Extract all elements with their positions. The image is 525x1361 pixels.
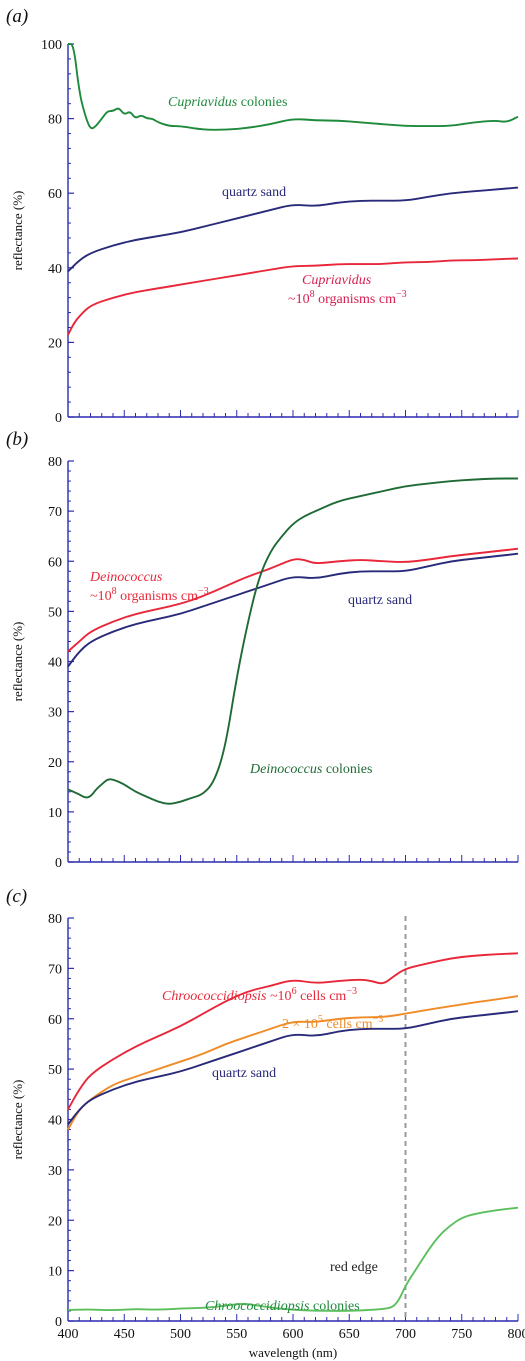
- panel-c-axes: 0 10 20 30 40 50 60 70 80 400 450 500 550 600 650 700 75…: [6, 886, 525, 1360]
- y-tick-label: 60: [48, 187, 62, 202]
- annotation-red-edge: red edge: [330, 1260, 378, 1275]
- conc-sup2: −3: [373, 1014, 384, 1025]
- annotation-quartz-sand: quartz sand: [212, 1066, 276, 1081]
- conc-sup2: −3: [396, 289, 407, 300]
- conc-prefix: ~10: [288, 292, 310, 307]
- y-tick-label: 70: [48, 505, 62, 520]
- x-tick-label: 400: [58, 1327, 79, 1342]
- annotation-italic: Chroococcidiopsis: [162, 989, 267, 1004]
- panel-label: (a): [6, 6, 28, 27]
- x-tick-label: 750: [451, 1327, 472, 1342]
- conc-prefix: ~10: [266, 989, 291, 1004]
- annotation-text: colonies: [237, 95, 287, 110]
- y-tick-label: 20: [48, 336, 62, 351]
- y-tick-label: 10: [48, 1265, 62, 1280]
- annotation-chroococcidiopsis-1e6: Chroococcidiopsis ~106 cells cm−3: [162, 986, 357, 1004]
- y-tick-label: 80: [48, 455, 62, 470]
- series-line-quartz_sand_a: [67, 186, 519, 273]
- panel-label: (c): [6, 886, 27, 907]
- annotation-quartz-sand: quartz sand: [222, 185, 286, 200]
- x-tick-label: 550: [226, 1327, 247, 1342]
- y-tick-label: 40: [48, 656, 62, 671]
- annotation-italic: Chroococcidiopsis: [205, 1299, 310, 1314]
- y-tick-label: 60: [48, 1013, 62, 1028]
- y-tick-label: 100: [41, 38, 62, 53]
- annotation-italic: Cupriavidus: [168, 95, 238, 110]
- y-tick-label: 50: [48, 605, 62, 620]
- conc-sup: 5: [318, 1014, 323, 1025]
- series-line-chroococcidiopsis_1e6: [67, 952, 519, 1110]
- annotation-deinococcus-colonies: Deinococcus colonies: [249, 762, 372, 777]
- conc-sup2: −3: [198, 586, 209, 597]
- annotation-quartz-sand: quartz sand: [348, 593, 412, 608]
- conc-middle: organisms cm: [315, 292, 397, 307]
- y-tick-label: 40: [48, 1114, 62, 1129]
- conc-middle: organisms cm: [117, 589, 199, 604]
- y-tick-label: 20: [48, 756, 62, 771]
- x-tick-label: 600: [283, 1327, 304, 1342]
- conc-sup: 6: [292, 986, 297, 997]
- series-line-quartz_sand_b: [67, 552, 519, 668]
- series-line-deinococcus_1e8: [67, 547, 519, 653]
- conc-prefix: ~10: [90, 589, 112, 604]
- series-line-deinococcus_colonies: [67, 477, 518, 805]
- y-tick-label: 80: [48, 912, 62, 927]
- y-tick-label: 30: [48, 706, 62, 721]
- x-tick-label: 500: [170, 1327, 191, 1342]
- y-tick-label: 70: [48, 962, 62, 977]
- y-axis-title: reflectance (%): [10, 191, 25, 271]
- panel-b-axes: 0 10 20 30 40 50 60 70 80 reflectance (%) (b): [6, 429, 519, 871]
- y-tick-label: 50: [48, 1063, 62, 1078]
- panel-a-axes: 0 20 40 60 80 100 reflectance (%) (a): [6, 6, 519, 426]
- series-line-chroococcidiopsis_colonies: [67, 1206, 519, 1312]
- series-line-cupriavidus_colonies: [67, 43, 519, 131]
- annotation-text: colonies: [309, 1299, 359, 1314]
- y-axis-title: reflectance (%): [10, 622, 25, 702]
- annotation-cupriavidus: Cupriavidus: [302, 273, 372, 288]
- annotation-deinococcus: Deinococcus: [89, 570, 163, 585]
- annotation-italic: Deinococcus: [249, 762, 323, 777]
- conc-sup: 8: [112, 586, 117, 597]
- y-tick-label: 60: [48, 555, 62, 570]
- series-line-quartz_sand_c: [67, 1010, 519, 1126]
- y-tick-label: 0: [55, 411, 62, 426]
- series-line-chroococcidiopsis_2e5: [67, 995, 519, 1131]
- annotation-cupriavidus-colonies: Cupriavidus colonies: [168, 95, 287, 110]
- conc-prefix: 2 × 10: [282, 1017, 318, 1032]
- annotation-cupriavidus-concentration: ~108 organisms cm−3: [288, 289, 407, 307]
- annotation-deinococcus-concentration: ~108 organisms cm−3: [90, 586, 209, 604]
- y-tick-label: 40: [48, 262, 62, 277]
- x-axis-title: wavelength (nm): [249, 1345, 337, 1360]
- x-tick-label: 800: [508, 1327, 525, 1342]
- annotation-text: colonies: [322, 762, 372, 777]
- conc-middle: cells cm: [323, 1017, 373, 1032]
- conc-sup2: −3: [346, 986, 357, 997]
- annotation-chroococcidiopsis-2e5: 2 × 105 cells cm−3: [282, 1014, 383, 1032]
- x-tick-label: 700: [395, 1327, 416, 1342]
- y-tick-label: 10: [48, 806, 62, 821]
- conc-sup: 8: [310, 289, 315, 300]
- y-tick-label: 0: [55, 856, 62, 871]
- panel-label: (b): [6, 429, 28, 450]
- y-tick-label: 0: [55, 1315, 62, 1330]
- y-tick-label: 30: [48, 1164, 62, 1179]
- y-tick-label: 20: [48, 1214, 62, 1229]
- annotation-chroococcidiopsis-colonies: Chroococcidiopsis colonies: [205, 1299, 360, 1314]
- conc-middle: cells cm: [297, 989, 347, 1004]
- x-tick-label: 450: [114, 1327, 135, 1342]
- y-tick-label: 80: [48, 113, 62, 128]
- series-line-cupriavidus_1e8: [67, 257, 519, 336]
- x-tick-label: 650: [339, 1327, 360, 1342]
- y-axis-title: reflectance (%): [10, 1080, 25, 1160]
